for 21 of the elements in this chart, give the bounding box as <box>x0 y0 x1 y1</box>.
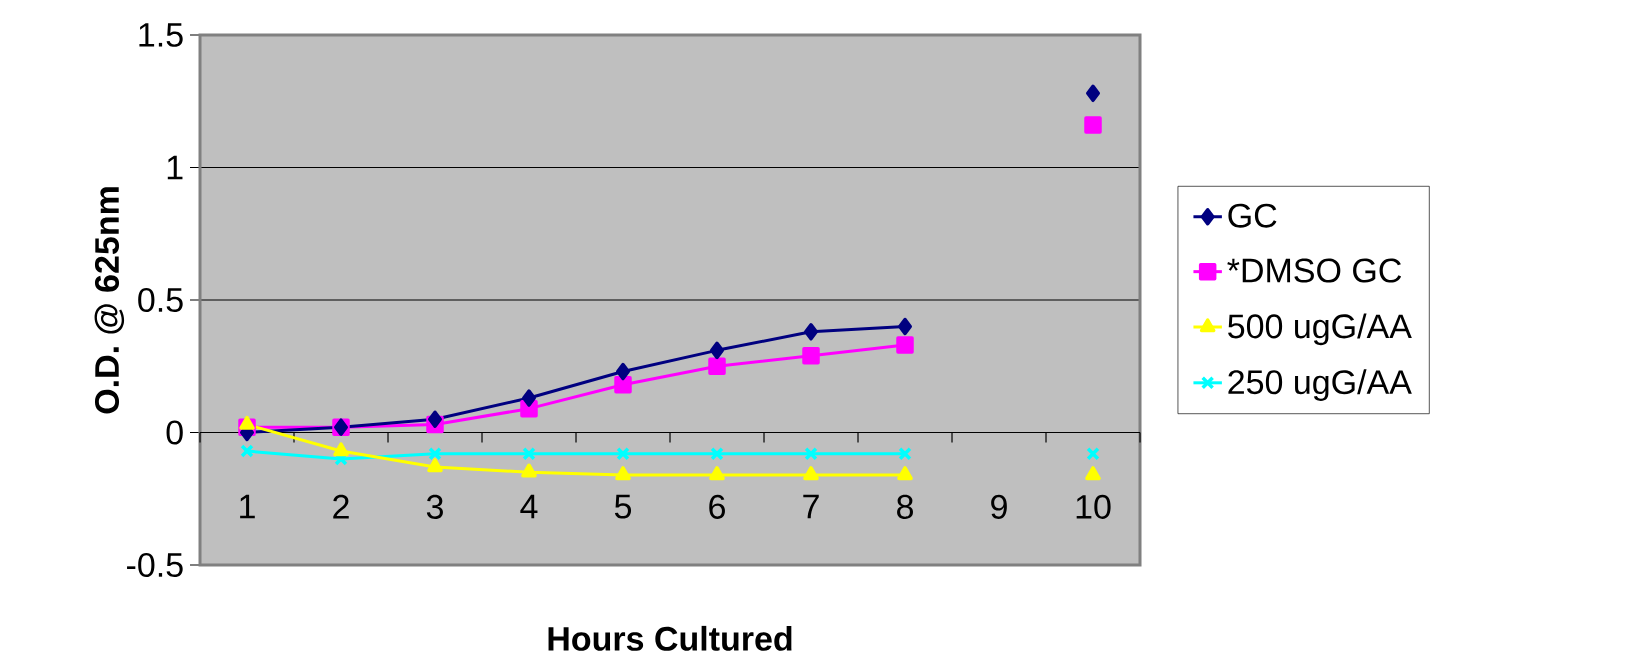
x-tick-label: 5 <box>614 494 632 519</box>
x-tick-label: 4 <box>520 494 538 519</box>
y-tick-label: 0 <box>166 420 183 445</box>
x-tick-label: 1 <box>240 494 255 519</box>
x-tick-label: 7 <box>803 494 819 519</box>
y-tick-label: 1.5 <box>139 23 183 47</box>
y-tick-label: -0.5 <box>127 552 183 578</box>
x-axis-title: Hours Cultured <box>548 625 792 651</box>
y-axis-title: O.D. @ 625nm <box>94 187 125 414</box>
x-tick-label: 8 <box>897 494 913 519</box>
legend-label: 500 ugG/AA <box>1228 313 1412 346</box>
legend-label: 250 ugG/AA <box>1228 369 1412 401</box>
x-tick-label: 10 <box>1076 494 1111 519</box>
x-tick-label: 3 <box>426 494 443 519</box>
x-tick-label: 9 <box>991 494 1007 519</box>
legend-label: *DMSO GC <box>1227 258 1402 283</box>
legend-label: GC <box>1228 203 1277 228</box>
x-tick-label: 2 <box>333 494 349 519</box>
x-tick-label: 6 <box>709 494 725 519</box>
y-tick-label: 1 <box>167 155 183 180</box>
y-tick-label: 0.5 <box>138 287 183 313</box>
